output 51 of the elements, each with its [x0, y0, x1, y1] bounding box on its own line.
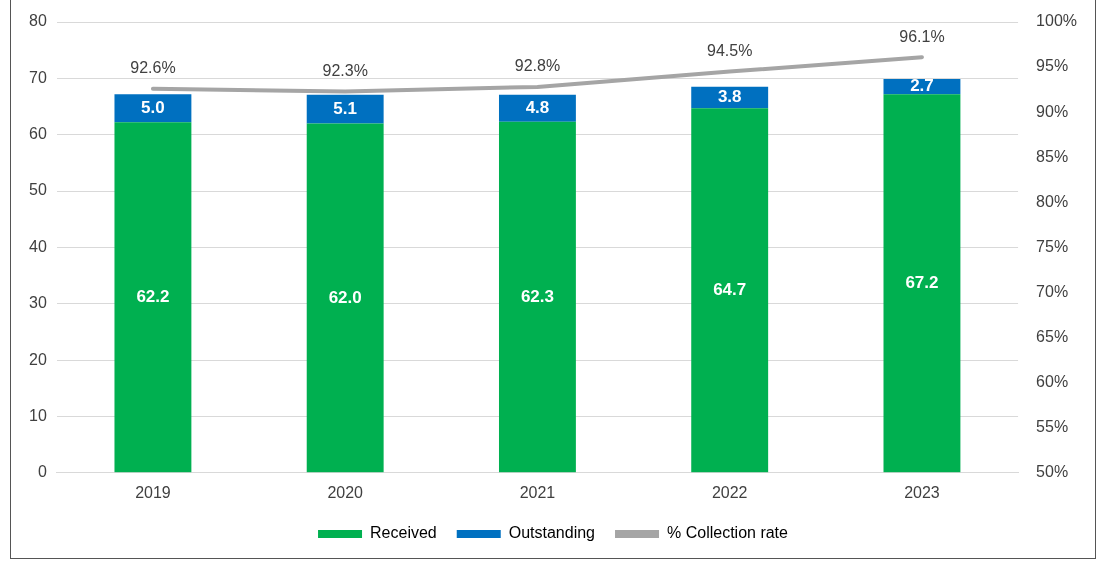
data-label: 92.3% [322, 61, 368, 79]
data-label: 62.3 [520, 286, 554, 306]
data-label: 4.8 [525, 97, 550, 117]
x-tick-label: 2019 [135, 483, 171, 501]
y-tick-label: 50 [29, 181, 47, 199]
bar [691, 108, 769, 473]
y-tick-label: 30 [29, 294, 47, 312]
x-tick-label: 2021 [519, 483, 556, 501]
y2-tick-label: 70% [1036, 282, 1069, 300]
y-tick-label: 80 [29, 12, 47, 30]
bar [114, 122, 192, 473]
y-tick-label: 40 [29, 237, 47, 255]
data-label: 92.8% [514, 57, 561, 75]
data-label: 5.0 [141, 97, 165, 117]
y2-tick-label: 60% [1036, 373, 1069, 391]
data-label: 96.1% [899, 27, 945, 45]
y2-tick-label: 80% [1036, 192, 1069, 210]
y2-tick-label: 90% [1036, 102, 1069, 120]
y2-tick-label: 65% [1036, 327, 1069, 345]
legend-label: % Collection rate [667, 524, 789, 542]
y2-tick-label: 100% [1036, 12, 1077, 30]
y2-tick-label: 50% [1036, 463, 1069, 481]
bar [498, 121, 576, 473]
x-tick-label: 2023 [904, 483, 940, 501]
y2-tick-label: 55% [1036, 418, 1069, 436]
y2-tick-label: 85% [1036, 147, 1069, 165]
data-label: 92.6% [130, 59, 176, 77]
y-tick-label: 20 [29, 350, 47, 368]
y-tick-label: 10 [29, 406, 47, 424]
data-label: 3.8 [717, 87, 742, 107]
bar [114, 94, 192, 123]
data-label: 5.1 [333, 98, 357, 118]
x-tick-label: 2020 [327, 483, 364, 501]
data-label: 94.5% [707, 41, 753, 59]
x-tick-label: 2022 [711, 483, 748, 501]
y-tick-label: 0 [37, 463, 47, 481]
data-label: 62.2 [136, 286, 170, 306]
legend-label: Received [370, 524, 437, 542]
y2-tick-label: 95% [1036, 57, 1069, 75]
y-tick-label: 60 [29, 125, 47, 143]
bar [306, 94, 384, 124]
data-label: 64.7 [713, 279, 747, 299]
y2-tick-label: 75% [1036, 237, 1069, 255]
legend-label: Outstanding [508, 524, 596, 542]
data-label: 67.2 [905, 272, 939, 292]
bar [883, 94, 961, 473]
bar [306, 123, 384, 473]
bar [498, 94, 576, 122]
data-label: 2.7 [910, 76, 934, 96]
y-tick-label: 70 [29, 68, 47, 86]
data-label: 62.0 [328, 287, 362, 307]
